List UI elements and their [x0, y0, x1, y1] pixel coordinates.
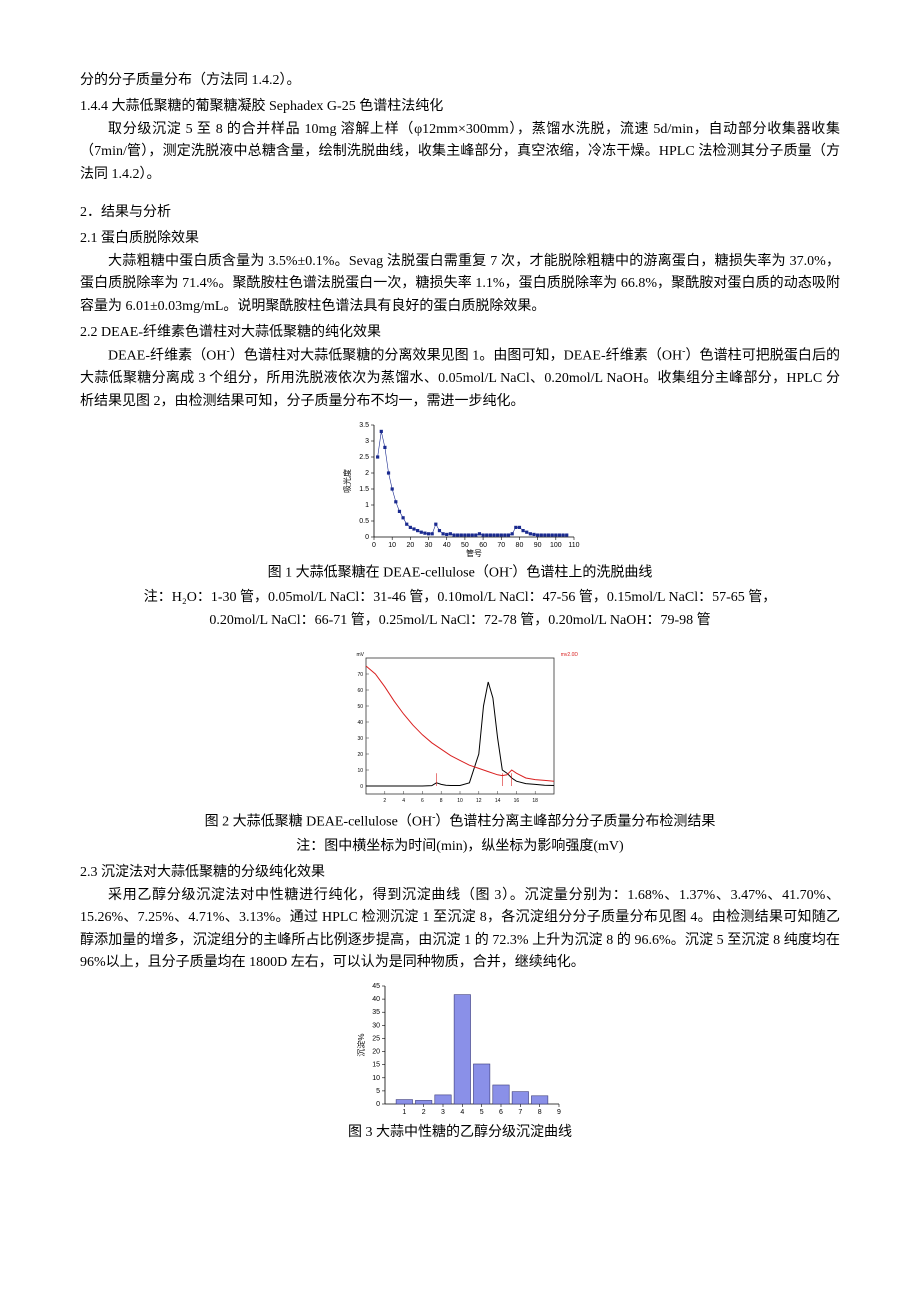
svg-text:30: 30	[372, 1023, 380, 1030]
svg-text:1: 1	[402, 1109, 406, 1116]
svg-text:6: 6	[421, 798, 424, 804]
section-2-2-title: 2.2 DEAE-纤维素色谱柱对大蒜低聚糖的纯化效果	[80, 322, 840, 344]
svg-text:80: 80	[516, 542, 524, 549]
svg-text:3.5: 3.5	[359, 422, 369, 429]
svg-text:20: 20	[372, 1049, 380, 1056]
section-2-title: 2．结果与分析	[80, 202, 840, 224]
svg-text:0: 0	[365, 534, 369, 541]
svg-text:60: 60	[479, 542, 487, 549]
section-2-3-body: 采用乙醇分级沉淀法对中性糖进行纯化，得到沉淀曲线（图 3）。沉淀量分别为：1.6…	[80, 885, 840, 975]
svg-text:70: 70	[497, 542, 505, 549]
svg-text:4: 4	[402, 798, 405, 804]
svg-text:18: 18	[532, 798, 538, 804]
section-2-1-body: 大蒜粗糖中蛋白质含量为 3.5%±0.1%。Sevag 法脱蛋白需重复 7 次，…	[80, 251, 840, 318]
figure-1-note-1: 注：H₂O：1-30 管，0.05mol/L NaCl：31-46 管，0.10…	[80, 587, 840, 609]
svg-text:吸光度: 吸光度	[342, 469, 352, 493]
svg-text:2: 2	[422, 1109, 426, 1116]
section-2-2-body: DEAE-纤维素（OH-）色谱柱对大蒜低聚糖的分离效果见图 1。由图可知，DEA…	[80, 344, 840, 413]
svg-text:60: 60	[357, 688, 363, 694]
svg-text:10: 10	[357, 768, 363, 774]
svg-text:40: 40	[443, 542, 451, 549]
svg-text:0.5: 0.5	[359, 518, 369, 525]
svg-text:6: 6	[499, 1109, 503, 1116]
svg-text:3: 3	[365, 438, 369, 445]
svg-text:12: 12	[476, 798, 482, 804]
svg-text:1: 1	[365, 502, 369, 509]
svg-text:管号: 管号	[466, 548, 482, 558]
figure-1-chart: 0 10 20 30 40 50 60 70 80 90 100 110 0 0.5 1 1.5 2 2.5 3 3.…	[340, 419, 580, 559]
svg-text:30: 30	[425, 542, 433, 549]
svg-text:110: 110	[568, 542, 579, 549]
svg-text:35: 35	[372, 1010, 380, 1017]
svg-text:15: 15	[372, 1062, 380, 1069]
svg-text:100: 100	[550, 542, 562, 549]
svg-text:40: 40	[357, 720, 363, 726]
figure-1-caption: 图 1 大蒜低聚糖在 DEAE-cellulose（OH-）色谱柱上的洗脱曲线	[80, 561, 840, 585]
svg-text:20: 20	[357, 752, 363, 758]
svg-text:10: 10	[457, 798, 463, 804]
svg-text:9: 9	[557, 1109, 561, 1116]
svg-text:30: 30	[357, 736, 363, 742]
svg-text:50: 50	[461, 542, 469, 549]
section-2-3-title: 2.3 沉淀法对大蒜低聚糖的分级纯化效果	[80, 862, 840, 884]
svg-text:0: 0	[360, 784, 363, 790]
svg-text:7: 7	[518, 1109, 522, 1116]
svg-text:50: 50	[357, 704, 363, 710]
svg-text:0: 0	[372, 542, 376, 549]
svg-text:0: 0	[376, 1101, 380, 1108]
svg-text:40: 40	[372, 996, 380, 1003]
svg-text:14: 14	[495, 798, 501, 804]
svg-text:20: 20	[406, 542, 414, 549]
svg-text:2.5: 2.5	[359, 454, 369, 461]
section-1-4-4-body: 取分级沉淀 5 至 8 的合并样品 10mg 溶解上样（φ12mm×300mm）…	[80, 119, 840, 186]
svg-text:70: 70	[357, 672, 363, 678]
svg-text:8: 8	[440, 798, 443, 804]
figure-3-caption: 图 3 大蒜中性糖的乙醇分级沉淀曲线	[80, 1122, 840, 1144]
svg-text:90: 90	[534, 542, 542, 549]
svg-text:2: 2	[365, 470, 369, 477]
svg-text:3: 3	[441, 1109, 445, 1116]
section-1-4-4-title: 1.4.4 大蒜低聚糖的葡聚糖凝胶 Sephadex G-25 色谱柱法纯化	[80, 96, 840, 118]
svg-text:10: 10	[372, 1075, 380, 1082]
svg-text:16: 16	[514, 798, 520, 804]
svg-text:沉淀%: 沉淀%	[356, 1034, 366, 1057]
svg-text:mV: mV	[357, 652, 365, 658]
svg-text:2: 2	[383, 798, 386, 804]
svg-text:mv2.0D: mv2.0D	[561, 652, 579, 658]
svg-text:25: 25	[372, 1036, 380, 1043]
svg-text:10: 10	[388, 542, 396, 549]
svg-text:8: 8	[538, 1109, 542, 1116]
svg-text:45: 45	[372, 983, 380, 990]
intro-continuation: 分的分子质量分布（方法同 1.4.2）。	[80, 70, 840, 92]
figure-3-chart: 051015202530354045123456789沉淀%	[355, 980, 565, 1120]
svg-text:1.5: 1.5	[359, 486, 369, 493]
section-2-1-title: 2.1 蛋白质脱除效果	[80, 228, 840, 250]
figure-1-note-2: 0.20mol/L NaCl：66-71 管，0.25mol/L NaCl：72…	[80, 610, 840, 632]
figure-2-note: 注：图中横坐标为时间(min)，纵坐标为影响强度(mV)	[80, 836, 840, 858]
svg-text:4: 4	[460, 1109, 464, 1116]
figure-2-caption: 图 2 大蒜低聚糖 DEAE-cellulose（OH-）色谱柱分离主峰部分分子…	[80, 810, 840, 834]
figure-2-chart: 2 4 6 8 10 12 14 16 18 0 10 20 30 40 50 60 70 mV mv2.0D	[340, 648, 580, 808]
svg-text:5: 5	[480, 1109, 484, 1116]
svg-text:5: 5	[376, 1088, 380, 1095]
